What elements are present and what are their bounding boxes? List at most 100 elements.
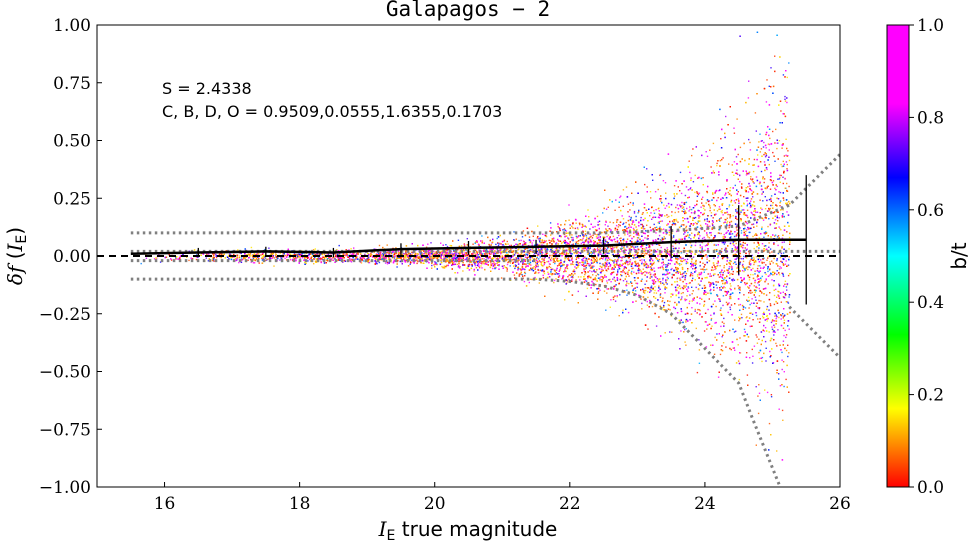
scatter-point [349,252,351,254]
scatter-point [703,303,706,306]
scatter-point [752,223,755,225]
scatter-point [526,254,529,257]
scatter-point [538,260,541,262]
scatter-point [588,248,591,250]
scatter-point [450,254,452,256]
scatter-point [665,273,667,276]
scatter-point [338,257,340,260]
scatter-point [631,273,633,275]
scatter-point [623,252,625,254]
scatter-point [786,284,788,286]
scatter-point [384,256,386,258]
scatter-point [658,207,660,209]
scatter-point [755,255,758,258]
scatter-point [650,249,653,251]
scatter-point [746,316,748,318]
scatter-point [577,290,579,293]
scatter-point [712,193,714,195]
scatter-point [609,221,611,223]
scatter-point [482,253,484,255]
scatter-point [706,225,708,227]
scatter-point [752,274,754,276]
scatter-point [758,257,760,259]
scatter-point [761,193,763,195]
scatter-point [778,274,781,276]
scatter-point [755,444,757,446]
scatter-point [390,259,393,261]
scatter-point [595,283,597,286]
scatter-point [657,221,659,224]
scatter-point [690,271,692,274]
scatter-point [758,295,761,297]
scatter-point [765,278,767,280]
scatter-point [682,272,684,275]
scatter-point [774,235,776,237]
scatter-point [589,233,591,235]
scatter-point [651,218,653,220]
scatter-point [729,221,731,224]
scatter-point [786,231,788,233]
scatter-point [711,223,714,225]
scatter-point [393,257,396,259]
scatter-point [574,273,576,275]
scatter-point [756,222,758,224]
scatter-point [698,217,700,219]
scatter-point [714,336,716,339]
scatter-point [759,318,761,320]
scatter-point [545,240,547,242]
scatter-point [429,259,432,262]
scatter-point [737,223,739,226]
scatter-point [582,237,584,240]
scatter-point [650,285,653,287]
scatter-point [772,274,774,276]
scatter-point [547,271,549,273]
scatter-point [716,333,718,335]
scatter-point [731,266,733,268]
scatter-point [773,273,775,276]
scatter-point [576,237,578,239]
scatter-point [721,203,723,205]
scatter-point [657,253,659,256]
scatter-point [653,303,655,305]
scatter-point [672,245,674,248]
scatter-point [786,168,788,170]
scatter-point [747,266,749,268]
scatter-point [736,229,738,231]
scatter-point [592,274,594,276]
scatter-point [663,204,665,206]
scatter-point [275,257,278,259]
scatter-point [429,249,431,251]
scatter-point [260,254,262,256]
scatter-point [743,196,745,198]
scatter-point [757,282,759,284]
scatter-point [719,253,721,255]
scatter-point [645,280,648,282]
scatter-point [330,253,332,255]
scatter-point [644,289,646,292]
scatter-point [743,328,746,331]
scatter-point [666,205,668,207]
scatter-point [752,267,754,270]
scatter-point [640,240,643,242]
scatter-point [384,262,387,264]
scatter-point [694,216,697,219]
scatter-point [575,254,578,257]
scatter-point [698,349,701,351]
scatter-point [634,279,636,282]
scatter-point [728,163,730,165]
scatter-point [575,235,578,238]
scatter-point [788,159,791,162]
scatter-point [619,238,621,240]
scatter-point [726,180,728,182]
scatter-point [691,300,693,302]
scatter-point [786,265,789,267]
scatter-point [445,252,448,254]
scatter-point [498,243,500,245]
scatter-point [664,287,666,289]
scatter-point [750,312,752,314]
scatter-point [784,329,786,332]
scatter-point [710,269,713,271]
scatter-point [364,253,366,256]
scatter-point [761,261,763,263]
scatter-point [649,271,651,274]
